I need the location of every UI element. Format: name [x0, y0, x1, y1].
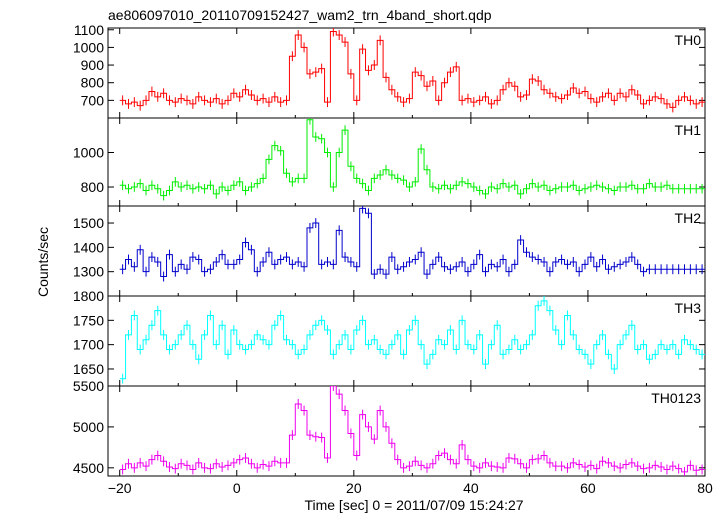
panel-th1: 800 1000 TH1	[73, 117, 706, 207]
x-tick-label: 20	[346, 480, 362, 496]
panel-th2: 1300 1400 1500 TH2	[73, 205, 706, 297]
panel-frame	[107, 205, 706, 297]
series-th1	[119, 118, 705, 201]
panel-label: TH3	[675, 300, 702, 316]
x-axis-label: Time [sec] 0 = 2011/07/09 15:24:27	[304, 497, 523, 513]
y-tick-label: 800	[81, 179, 105, 195]
chart-title: ae806097010_20110709152427_wam2_trn_4ban…	[108, 7, 492, 23]
x-tick-label: 80	[697, 480, 713, 496]
y-tick-label: 1500	[73, 215, 104, 231]
y-tick-label: 700	[81, 92, 105, 108]
y-tick-label: 1400	[73, 239, 104, 255]
step-line	[119, 386, 705, 473]
y-tick-label: 1300	[73, 264, 104, 280]
step-line	[119, 119, 705, 197]
y-tick-label: 1000	[73, 39, 104, 55]
panels-group: 70080090010001100TH08001000TH11300140015…	[73, 22, 706, 477]
panel-label: TH0123	[651, 390, 701, 406]
panel-label: TH2	[675, 210, 702, 226]
panel-frame	[107, 385, 706, 477]
y-tick-label: 1000	[73, 145, 104, 161]
panel-label: TH0	[675, 32, 702, 48]
y-tick-label: 900	[81, 57, 105, 73]
step-line	[119, 300, 705, 380]
y-tick-label: 5500	[73, 378, 104, 394]
y-tick-label: 1100	[74, 22, 104, 38]
series-th2	[119, 206, 705, 282]
y-tick-label: 1700	[73, 337, 104, 353]
panel-frame	[107, 27, 706, 119]
y-tick-label: 1650	[73, 361, 104, 377]
y-tick-label: 4500	[73, 460, 104, 476]
y-tick-label: 5000	[73, 419, 104, 435]
panel-frame	[107, 117, 706, 207]
x-tick-label: −20	[108, 480, 132, 496]
x-tick-labels: −20 0 20 40 60 80	[108, 480, 713, 496]
step-line	[119, 31, 705, 108]
x-tick-label: 40	[463, 480, 479, 496]
x-tick-label: 60	[580, 480, 596, 496]
series-th3	[119, 296, 705, 384]
y-tick-label: 1800	[73, 288, 104, 304]
step-line	[119, 207, 705, 278]
series-th0	[119, 28, 705, 113]
y-tick-label: 800	[81, 75, 105, 91]
y-axis-label: Counts/sec	[35, 227, 51, 297]
y-tick-label: 1750	[73, 312, 104, 328]
panel-th3: 1650 1700 1750 1800 TH3	[73, 288, 706, 387]
panel-label: TH1	[675, 122, 702, 138]
panel-th0123: 4500 5000 5500 TH0123	[73, 378, 706, 477]
x-tick-label: 0	[233, 480, 241, 496]
series-th0123	[119, 386, 705, 476]
